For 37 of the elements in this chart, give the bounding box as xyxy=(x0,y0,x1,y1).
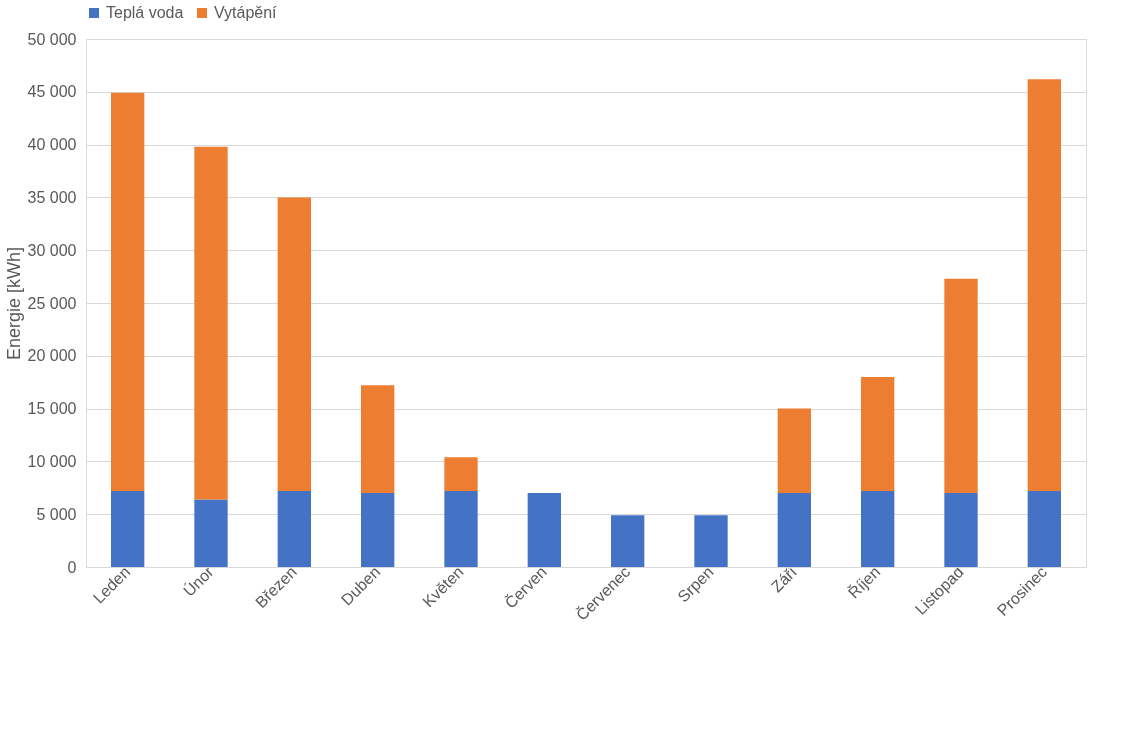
y-tick-label: 20 000 xyxy=(27,347,77,365)
bar xyxy=(694,515,728,567)
y-tick-label: 45 000 xyxy=(27,83,77,101)
y-tick-label: 5 000 xyxy=(36,505,77,523)
bar xyxy=(777,408,811,494)
bar xyxy=(861,376,895,491)
y-tick-label: 30 000 xyxy=(27,241,77,259)
y-tick-label: 25 000 xyxy=(27,294,77,312)
bar xyxy=(944,493,978,567)
bar xyxy=(527,493,561,567)
y-tick-label: 0 xyxy=(67,558,77,576)
bar xyxy=(611,515,645,567)
bar xyxy=(444,490,478,567)
bar xyxy=(1027,79,1061,491)
bar xyxy=(444,457,478,491)
bar xyxy=(111,490,145,567)
bar xyxy=(361,493,395,567)
bar xyxy=(777,493,811,567)
y-tick-label: 35 000 xyxy=(27,188,77,206)
y-axis-title: Energie [kWh] xyxy=(3,246,24,361)
bar xyxy=(277,197,311,491)
bar xyxy=(194,146,228,500)
bar xyxy=(361,385,395,494)
bar xyxy=(944,278,978,494)
bar xyxy=(111,92,145,491)
x-tick-label: Únor xyxy=(179,561,218,600)
legend-label: Teplá voda xyxy=(106,4,184,21)
bar xyxy=(1027,490,1061,567)
y-tick-label: 15 000 xyxy=(27,400,77,418)
y-tick-label: 50 000 xyxy=(27,30,77,48)
y-tick-label: 10 000 xyxy=(27,452,77,470)
y-tick-label: 40 000 xyxy=(27,136,77,154)
x-tick-label: Září xyxy=(767,562,801,596)
legend-label: Vytápění xyxy=(214,4,278,21)
bar xyxy=(277,490,311,567)
bar xyxy=(194,499,228,567)
bar xyxy=(861,490,895,567)
